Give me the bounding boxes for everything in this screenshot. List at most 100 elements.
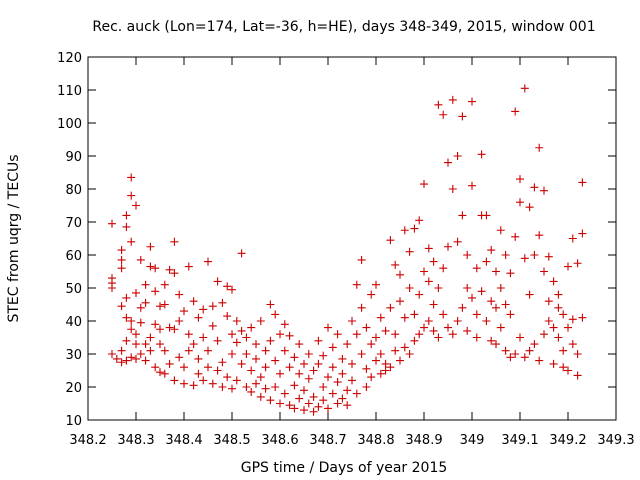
data-point-marker (208, 379, 217, 388)
data-point-marker (314, 359, 323, 368)
data-point-marker (285, 331, 294, 340)
data-point-marker (362, 323, 371, 332)
data-point-marker (180, 307, 188, 316)
data-point-marker (564, 323, 572, 332)
data-point-marker (132, 330, 140, 339)
data-point-marker (578, 229, 587, 238)
data-point-marker (117, 302, 126, 311)
data-point-marker (184, 262, 193, 271)
data-point-marker (530, 340, 539, 349)
data-point-marker (141, 340, 150, 349)
data-point-marker (386, 303, 395, 312)
data-point-marker (189, 381, 198, 390)
data-point-marker (290, 353, 299, 362)
data-point-marker (141, 356, 150, 365)
data-point-marker (415, 216, 424, 225)
data-point-marker (487, 246, 496, 255)
data-point-marker (549, 277, 558, 286)
data-point-marker (535, 356, 544, 365)
data-point-marker (180, 363, 188, 372)
data-point-marker (256, 392, 265, 401)
x-tick-label: 348.6 (261, 433, 298, 448)
data-point-marker (525, 203, 534, 212)
data-point-marker (410, 224, 419, 233)
y-tick-label: 60 (65, 249, 82, 264)
data-point-marker (376, 313, 385, 322)
data-point-marker (376, 369, 385, 378)
data-point-marker (117, 255, 126, 264)
data-point-marker (396, 356, 404, 365)
data-point-marker (540, 186, 548, 195)
data-point-marker (424, 317, 433, 325)
data-point-marker (506, 269, 515, 278)
data-point-marker (146, 346, 155, 355)
data-point-marker (122, 222, 131, 231)
data-point-marker (391, 260, 400, 269)
data-point-marker (170, 237, 179, 246)
data-point-marker (122, 336, 131, 345)
y-tick-label: 100 (57, 117, 82, 132)
data-point-marker (127, 353, 136, 362)
axis-ticks: 348.2 348.3 348.4 348.5 348.6 348.7 348.8 348.9… (57, 51, 634, 448)
data-point-marker (213, 366, 222, 375)
x-tick-label: 348.8 (357, 433, 394, 448)
data-point-marker (271, 310, 280, 319)
data-point-marker (266, 336, 275, 345)
data-point-marker (496, 284, 505, 292)
data-points (108, 84, 587, 416)
data-point-marker (530, 251, 539, 259)
data-point-marker (228, 384, 236, 393)
data-point-marker (468, 97, 476, 106)
data-point-marker (132, 201, 140, 210)
data-point-marker (415, 330, 424, 339)
x-tick-label: 348.9 (405, 433, 442, 448)
x-tick-label: 348.7 (309, 433, 346, 448)
data-point-marker (170, 325, 179, 334)
data-point-marker (429, 300, 438, 309)
data-point-marker (295, 394, 304, 403)
data-point-marker (348, 317, 356, 325)
data-point-marker (424, 277, 433, 286)
data-point-marker (199, 376, 208, 385)
data-point-marker (420, 323, 428, 332)
data-point-marker (520, 84, 529, 93)
data-point-marker (285, 401, 294, 410)
data-point-marker (170, 269, 179, 278)
data-point-marker (328, 389, 337, 398)
data-point-marker (472, 310, 481, 319)
data-point-marker (482, 317, 491, 325)
data-point-marker (338, 394, 347, 403)
data-point-marker (468, 293, 476, 302)
data-point-marker (319, 383, 328, 391)
data-point-marker (472, 264, 481, 273)
data-point-marker (223, 373, 232, 382)
data-point-marker (453, 152, 462, 160)
data-point-marker (367, 290, 376, 299)
data-point-marker (343, 386, 352, 395)
data-point-marker (136, 318, 145, 327)
data-point-marker (160, 346, 169, 355)
data-point-marker (343, 401, 352, 410)
data-point-marker (309, 407, 318, 416)
data-point-marker (453, 317, 462, 325)
data-point-marker (252, 379, 260, 388)
data-point-marker (261, 384, 270, 393)
data-point-marker (357, 255, 366, 264)
data-point-marker (223, 282, 232, 291)
y-tick-label: 40 (65, 315, 82, 330)
chart-title: Rec. auck (Lon=174, Lat=-36, h=HE), days… (92, 19, 595, 35)
data-point-marker (304, 374, 313, 383)
data-point-marker (146, 262, 155, 271)
data-point-marker (381, 326, 390, 335)
x-tick-label: 348.2 (69, 433, 106, 448)
data-point-marker (415, 290, 424, 299)
data-point-marker (218, 383, 227, 391)
data-point-marker (352, 330, 361, 339)
data-point-marker (108, 350, 116, 358)
data-point-marker (559, 363, 568, 372)
data-point-marker (204, 257, 212, 266)
data-point-marker (266, 300, 275, 309)
data-point-marker (151, 287, 160, 296)
data-point-marker (199, 333, 208, 342)
data-point-marker (516, 333, 524, 342)
